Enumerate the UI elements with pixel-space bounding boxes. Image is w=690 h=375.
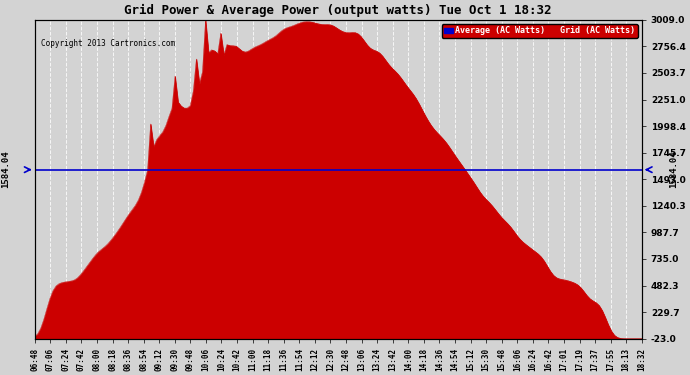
Title: Grid Power & Average Power (output watts) Tue Oct 1 18:32: Grid Power & Average Power (output watts… (124, 4, 552, 17)
Text: 1584.04: 1584.04 (669, 151, 678, 189)
Legend: Average (AC Watts), Grid (AC Watts): Average (AC Watts), Grid (AC Watts) (442, 24, 638, 38)
Text: Copyright 2013 Cartronics.com: Copyright 2013 Cartronics.com (41, 39, 175, 48)
Text: 1584.04: 1584.04 (1, 151, 10, 189)
